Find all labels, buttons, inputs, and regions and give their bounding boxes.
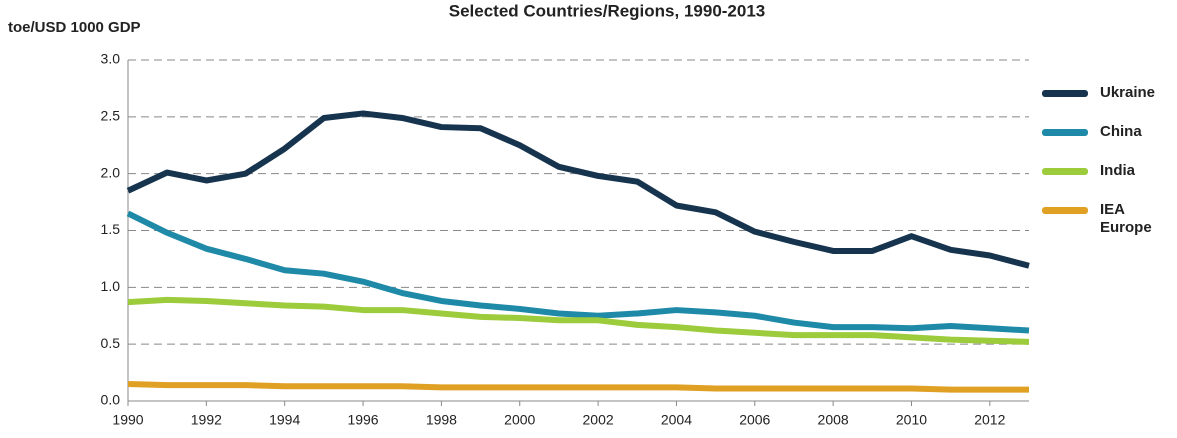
legend-label: India <box>1100 162 1136 179</box>
legend-item: Ukraine <box>1042 84 1155 102</box>
y-tick-label: 2.0 <box>101 164 121 180</box>
y-tick-label: 0.0 <box>101 392 121 408</box>
y-tick-label: 1.0 <box>101 278 121 294</box>
x-tick-label: 1998 <box>426 412 457 428</box>
series-line <box>126 210 1030 334</box>
x-tick-label: 2010 <box>896 412 927 428</box>
legend: Ukraine China India IEA Europe <box>1042 84 1155 258</box>
legend-item: China <box>1042 123 1142 141</box>
x-tick-label: 2002 <box>583 412 614 428</box>
legend-swatch <box>1042 207 1088 214</box>
x-tick-label: 2000 <box>504 412 535 428</box>
y-tick-label: 0.5 <box>101 335 121 351</box>
legend-item: India <box>1042 162 1135 180</box>
legend-label: China <box>1100 123 1142 140</box>
x-tick-label: 1994 <box>269 412 300 428</box>
x-tick-label: 2006 <box>739 412 770 428</box>
x-tick-label: 1996 <box>347 412 378 428</box>
series-line <box>127 380 1029 393</box>
chart-title: Selected Countries/Regions, 1990-2013 <box>449 1 766 20</box>
legend-label: Ukraine <box>1100 84 1156 101</box>
series-line <box>126 110 1030 269</box>
y-axis-label: toe/USD 1000 GDP <box>8 19 141 36</box>
y-tick-label: 3.0 <box>101 51 121 67</box>
x-tick-label: 1990 <box>112 412 143 428</box>
legend-swatch <box>1042 168 1088 175</box>
x-tick-label: 2008 <box>818 412 849 428</box>
y-tick-label: 2.5 <box>101 108 121 124</box>
legend-label: IEA Europe <box>1100 201 1152 236</box>
legend-item: IEA Europe <box>1042 201 1152 237</box>
legend-swatch <box>1042 90 1088 97</box>
series-line <box>127 296 1030 345</box>
x-tick-label: 1992 <box>191 412 222 428</box>
x-tick-label: 2004 <box>661 412 692 428</box>
y-tick-label: 1.5 <box>101 221 121 237</box>
legend-swatch <box>1042 129 1088 136</box>
x-tick-label: 2012 <box>974 412 1005 428</box>
